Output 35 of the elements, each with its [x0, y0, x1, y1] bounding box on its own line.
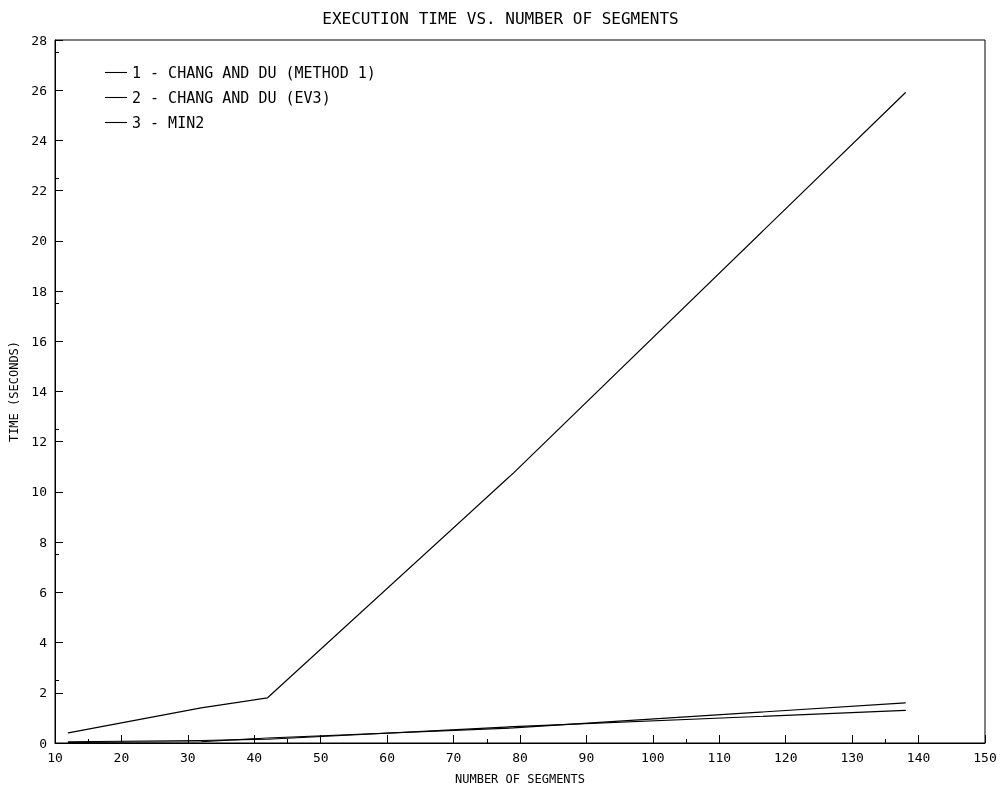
y-tick-label: 24: [31, 132, 48, 148]
y-tick-label: 0: [39, 735, 47, 751]
x-tick-label: 100: [641, 750, 665, 765]
x-tick-label: 130: [840, 750, 864, 765]
y-tick-label: 18: [31, 283, 47, 299]
x-tick-label: 60: [379, 750, 395, 765]
x-tick-label: 30: [180, 750, 196, 765]
y-tick-label: 8: [39, 534, 47, 550]
y-tick-label: 16: [31, 333, 47, 349]
x-tick-label: 150: [973, 750, 997, 765]
y-tick-label: 6: [39, 584, 47, 600]
y-tick-label: 22: [31, 183, 47, 199]
y-tick-label: 28: [31, 32, 47, 48]
legend-label: 3 - MIN2: [132, 113, 205, 132]
x-tick-label: 40: [246, 750, 263, 765]
y-tick-label: 20: [31, 233, 47, 249]
legend-label: 1 - CHANG AND DU (METHOD 1): [132, 63, 376, 82]
x-tick-label: 50: [312, 750, 329, 765]
x-axis-title: NUMBER OF SEGMENTS: [454, 772, 586, 786]
y-tick-label: 10: [31, 484, 47, 500]
y-axis-title: TIME (SECONDS): [7, 340, 21, 443]
x-tick-label: 80: [512, 750, 528, 765]
y-tick-label: 2: [39, 685, 47, 701]
x-tick-label: 70: [445, 750, 462, 765]
x-tick-label: 90: [578, 750, 595, 765]
y-tick-label: 4: [39, 635, 48, 651]
x-tick-label: 120: [773, 750, 798, 765]
chart-title: EXECUTION TIME VS. NUMBER OF SEGMENTS: [322, 8, 679, 28]
y-tick-label: 12: [31, 434, 47, 450]
legend-label: 2 - CHANG AND DU (EV3): [132, 88, 331, 107]
x-tick-label: 20: [113, 750, 130, 765]
y-tick-label: 14: [31, 384, 48, 399]
x-tick-label: 110: [707, 750, 732, 765]
y-tick-label: 26: [31, 82, 47, 98]
x-tick-label: 140: [906, 750, 931, 765]
